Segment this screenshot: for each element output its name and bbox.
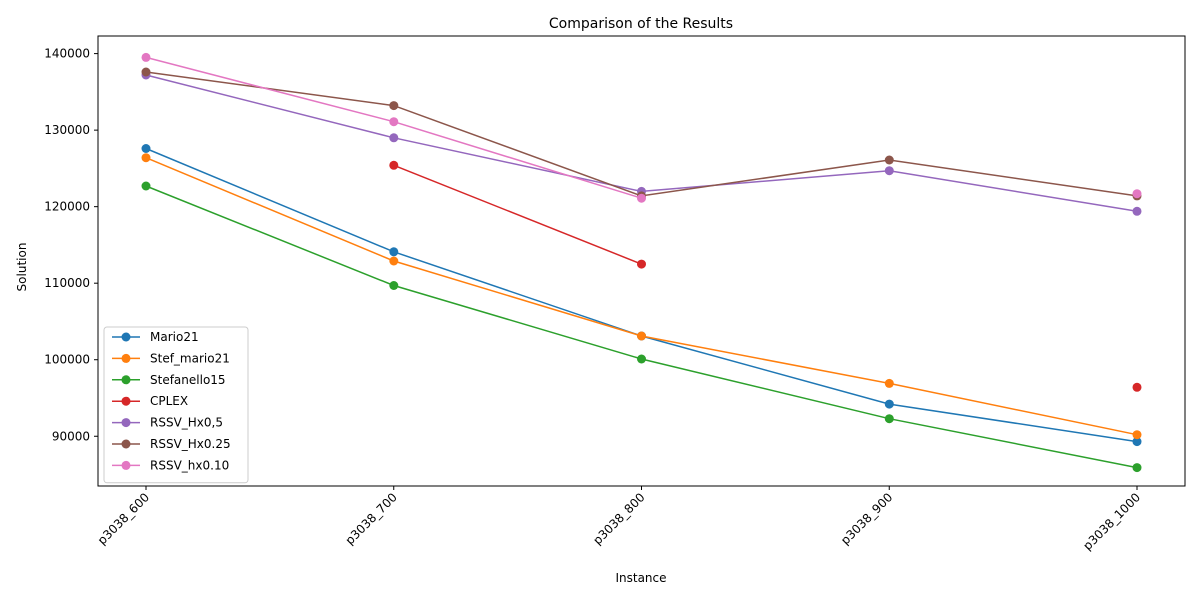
data-point bbox=[1132, 463, 1142, 473]
legend-item: Mario21 bbox=[112, 330, 199, 344]
y-tick-label: 100000 bbox=[44, 353, 90, 367]
data-point bbox=[141, 67, 151, 77]
data-point bbox=[1132, 206, 1142, 216]
legend-marker bbox=[121, 375, 131, 385]
y-tick-label: 90000 bbox=[52, 429, 90, 443]
legend-label: Stefanello15 bbox=[150, 373, 226, 387]
data-point bbox=[1132, 189, 1142, 199]
legend-label: Stef_mario21 bbox=[150, 351, 230, 365]
data-point bbox=[389, 256, 399, 266]
x-axis-title: Instance bbox=[615, 571, 666, 585]
data-point bbox=[884, 414, 894, 424]
series-1 bbox=[141, 153, 1142, 440]
legend-label: Mario21 bbox=[150, 330, 199, 344]
legend-label: RSSV_Hx0,5 bbox=[150, 416, 223, 430]
legend-marker bbox=[121, 332, 131, 342]
data-point bbox=[389, 160, 399, 170]
legend-item: Stefanello15 bbox=[112, 373, 226, 387]
legend-marker bbox=[121, 396, 131, 406]
legend-marker bbox=[121, 439, 131, 449]
y-tick-label: 110000 bbox=[44, 276, 90, 290]
chart-title: Comparison of the Results bbox=[549, 16, 733, 32]
data-point bbox=[637, 193, 646, 203]
data-point bbox=[1132, 437, 1142, 447]
legend-item: RSSV_hx0.10 bbox=[112, 458, 229, 472]
data-point bbox=[637, 331, 646, 341]
data-point bbox=[1132, 430, 1142, 440]
legend-marker bbox=[121, 418, 131, 428]
data-point bbox=[389, 101, 399, 111]
data-point bbox=[389, 117, 399, 127]
data-point bbox=[1132, 382, 1142, 392]
series-2 bbox=[141, 181, 1142, 473]
legend-label: RSSV_hx0.10 bbox=[150, 458, 229, 472]
data-point bbox=[884, 399, 894, 409]
y-tick-label: 140000 bbox=[44, 47, 90, 61]
data-point bbox=[141, 181, 151, 191]
data-point bbox=[389, 247, 399, 257]
data-point bbox=[637, 259, 646, 269]
legend-item: RSSV_Hx0,5 bbox=[112, 416, 223, 430]
data-point bbox=[141, 144, 151, 153]
y-tick-label: 130000 bbox=[44, 123, 90, 137]
legend-marker bbox=[121, 353, 131, 363]
data-point bbox=[389, 133, 399, 143]
series-3 bbox=[389, 160, 1142, 392]
legend-item: RSSV_Hx0.25 bbox=[112, 437, 231, 451]
data-point bbox=[389, 281, 399, 290]
legend: Mario21 Stef_mario21 Stefanello15 CPLEX RSSV… bbox=[103, 326, 249, 484]
y-tick-label: 120000 bbox=[44, 200, 90, 214]
legend-item: Stef_mario21 bbox=[112, 351, 230, 365]
data-point bbox=[637, 354, 646, 364]
data-point bbox=[884, 155, 894, 165]
series-6 bbox=[141, 52, 1142, 203]
legend-label: RSSV_Hx0.25 bbox=[150, 437, 231, 451]
legend-label: CPLEX bbox=[150, 394, 188, 408]
series-line bbox=[393, 164, 642, 265]
data-point bbox=[141, 52, 151, 62]
y-axis-title: Solution bbox=[15, 243, 29, 292]
data-point bbox=[141, 153, 151, 163]
legend-marker bbox=[121, 460, 131, 470]
legend-item: CPLEX bbox=[112, 394, 188, 408]
data-point bbox=[884, 166, 894, 176]
data-point bbox=[884, 378, 894, 388]
